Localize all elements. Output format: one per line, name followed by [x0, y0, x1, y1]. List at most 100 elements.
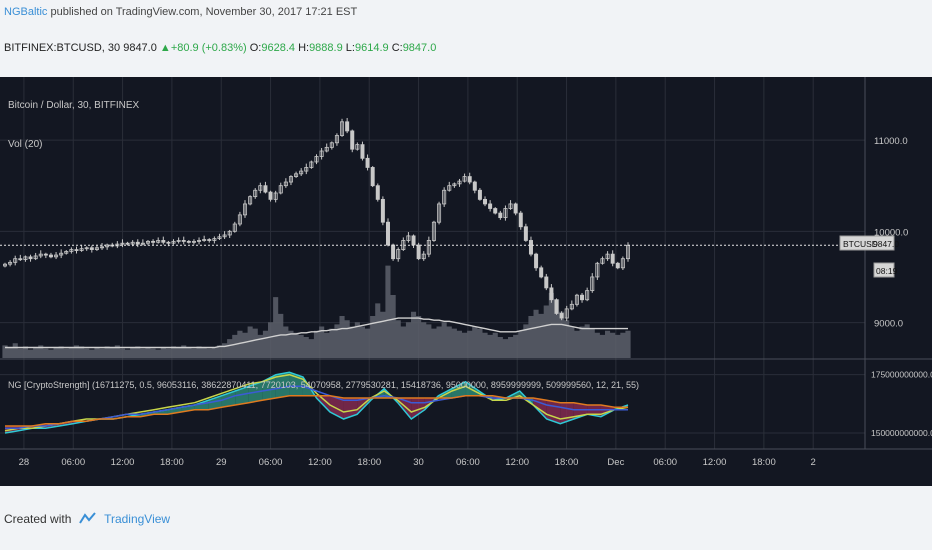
candle-body [74, 249, 79, 251]
candle [288, 175, 293, 186]
candle-body [585, 290, 590, 301]
candle [508, 200, 513, 210]
candle-body [145, 240, 150, 244]
price-scale[interactable]: 11000.0 10000.0 9000.0 [874, 136, 908, 330]
candle [151, 239, 156, 246]
indicator-series-line [5, 385, 628, 430]
candle [401, 237, 406, 251]
candle-body [549, 287, 554, 301]
candle-body [426, 240, 431, 255]
candle-body [212, 238, 217, 241]
candle [380, 196, 385, 226]
candle-body [334, 135, 339, 144]
candle [253, 188, 258, 199]
triangle-up-icon: ▲ [159, 42, 171, 54]
candle-body [288, 176, 293, 183]
candle [350, 129, 355, 153]
candle [431, 220, 436, 242]
candle-body [294, 173, 299, 177]
candle-body [33, 255, 38, 260]
main-pane-title: Bitcoin / Dollar, 30, BITFINEX [8, 100, 139, 111]
candle [3, 262, 8, 268]
candle-body [278, 185, 283, 194]
candle-body [217, 236, 222, 240]
candle-body [350, 130, 355, 150]
candle [360, 141, 365, 161]
candle [488, 200, 493, 212]
indicator-fill [275, 372, 290, 398]
candle [585, 287, 590, 302]
candle [518, 210, 523, 230]
candle-body [258, 185, 263, 191]
indicator-scale[interactable]: 175000000000.0000 150000000000.0000 [871, 370, 932, 438]
candle-body [544, 276, 549, 289]
candle [421, 251, 426, 261]
candle-body [355, 144, 360, 150]
candle-body [197, 240, 202, 242]
candle-body [23, 256, 28, 261]
candle-body [411, 235, 416, 246]
candle [202, 235, 207, 242]
candle [580, 293, 585, 303]
candle [605, 251, 610, 261]
chart-frame[interactable]: 11000.0 10000.0 9000.0 175000000000.0000 15… [0, 77, 932, 486]
candle-body [237, 214, 242, 225]
tradingview-brand-link[interactable]: TradingView [104, 512, 171, 526]
time-tick-label: 30 [413, 457, 424, 468]
candle [135, 239, 140, 248]
candle-body [54, 254, 59, 258]
symbol-label: BITFINEX:BTCUSD, 30 [4, 42, 121, 54]
candle [513, 202, 518, 216]
candle [197, 237, 202, 245]
volume-area [2, 265, 631, 358]
candle [125, 241, 130, 246]
candle [191, 239, 196, 245]
candle-body [345, 121, 350, 132]
published-text: published on TradingView.com, November 3… [50, 6, 358, 18]
open-value: 9628.4 [261, 42, 295, 54]
candle-body [3, 263, 8, 267]
candle-body [125, 242, 130, 245]
candle [472, 180, 477, 194]
candle-body [13, 258, 18, 263]
candle [54, 252, 59, 260]
high-value: 9888.9 [309, 42, 343, 54]
indicator-fill [451, 381, 466, 398]
candle [528, 236, 533, 257]
candle-body [324, 146, 329, 152]
time-tick-label: 06:00 [61, 457, 85, 468]
candle-body [120, 242, 125, 245]
chart-svg[interactable]: 11000.0 10000.0 9000.0 175000000000.0000 15… [0, 77, 932, 486]
indicator-fill [235, 386, 249, 405]
candle-body [319, 150, 324, 157]
candle [227, 229, 232, 238]
candle [156, 237, 161, 244]
candle [84, 246, 89, 251]
candle [181, 236, 186, 245]
candle [447, 181, 452, 192]
time-tick-label: 18:00 [160, 457, 184, 468]
candle-body [38, 253, 43, 257]
candle-body [442, 189, 447, 205]
candle [493, 207, 498, 215]
candle [319, 148, 324, 160]
candle-body [115, 243, 120, 247]
candle-body [340, 121, 345, 136]
candle [539, 265, 544, 279]
candle [38, 250, 43, 259]
time-scale[interactable]: 28 06:00 12:00 18:00 29 06:00 12:00 18:00 30 06:0… [19, 457, 816, 468]
price-badge: BTCUSD 9847.0 [839, 235, 899, 251]
candle [615, 261, 620, 270]
candle-body [452, 183, 457, 187]
candle [595, 261, 600, 280]
author-link[interactable]: NGBaltic [4, 6, 48, 18]
candle-body [365, 157, 370, 168]
candle-body [569, 303, 574, 310]
candle [329, 141, 334, 150]
candle [74, 246, 79, 254]
indicator-fill [560, 402, 574, 424]
candle [385, 218, 390, 247]
candle [28, 254, 33, 262]
time-tick-label: Dec [607, 457, 624, 468]
candle [600, 256, 605, 265]
